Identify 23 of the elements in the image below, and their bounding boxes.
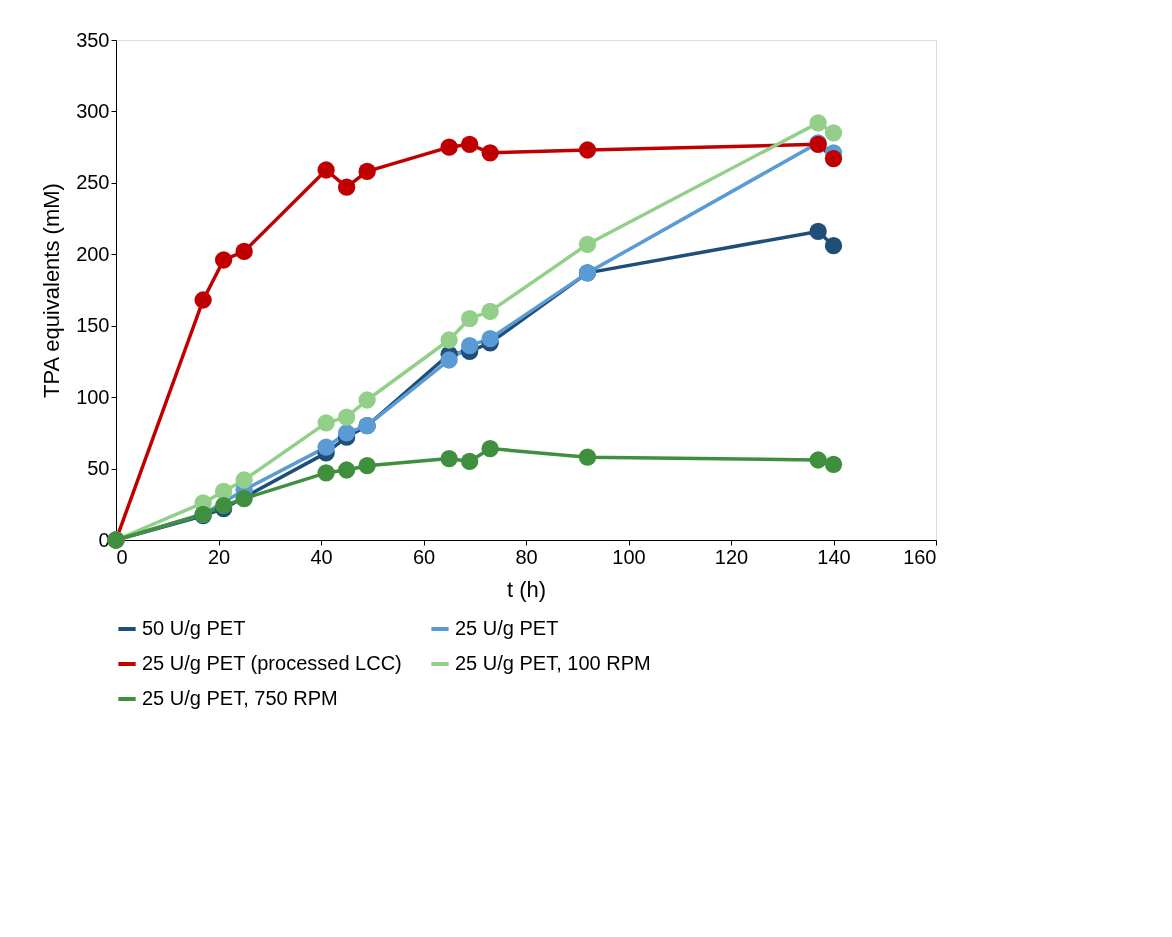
- x-tick-label: 80: [515, 545, 538, 568]
- y-axis-title: TPA equivalents (mM): [39, 183, 65, 398]
- y-tick-label: 250: [76, 171, 110, 194]
- x-tick-label: 60: [412, 545, 436, 568]
- legend-label: 50 U/g PET: [142, 617, 246, 639]
- x-tick-label: 40: [310, 545, 333, 568]
- y-tick-label: 300: [76, 99, 110, 122]
- x-tick-label: 120: [714, 545, 749, 568]
- legend-label: 25 U/g PET: [455, 617, 559, 639]
- y-tick-label: 350: [76, 28, 110, 51]
- y-tick-label: 50: [87, 457, 110, 480]
- legend-label: 25 U/g PET, 100 RPM: [455, 652, 651, 674]
- legend-label: 25 U/g PET, 750 RPM: [142, 687, 338, 709]
- x-tick-label: 0: [116, 545, 128, 568]
- x-tick-label: 160: [903, 545, 937, 568]
- legend-label: 25 U/g PET (processed LCC): [142, 652, 402, 674]
- y-tick-label: 150: [76, 314, 110, 337]
- x-tick-label: 20: [207, 545, 231, 568]
- x-tick-label: 100: [612, 545, 646, 568]
- y-tick-label: 200: [76, 242, 110, 265]
- y-tick-label: 100: [76, 385, 110, 408]
- x-axis-title: t (h): [506, 576, 547, 602]
- x-tick-label: 140: [817, 545, 851, 568]
